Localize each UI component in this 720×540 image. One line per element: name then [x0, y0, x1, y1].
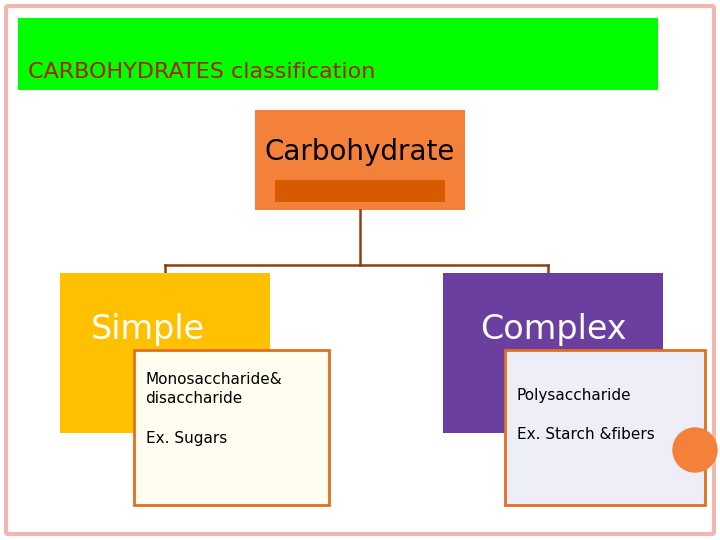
FancyBboxPatch shape: [60, 273, 270, 433]
FancyBboxPatch shape: [133, 350, 328, 505]
FancyBboxPatch shape: [255, 110, 465, 210]
Text: Polysaccharide

Ex. Starch &fibers: Polysaccharide Ex. Starch &fibers: [517, 388, 654, 442]
FancyBboxPatch shape: [443, 273, 663, 433]
FancyBboxPatch shape: [275, 180, 445, 202]
Text: CARBOHYDRATES classification: CARBOHYDRATES classification: [28, 62, 375, 82]
Text: Simple: Simple: [91, 313, 205, 346]
FancyBboxPatch shape: [505, 350, 705, 505]
Text: Complex: Complex: [480, 313, 626, 346]
FancyBboxPatch shape: [6, 6, 714, 534]
Text: Carbohydrate: Carbohydrate: [265, 138, 455, 166]
Circle shape: [673, 428, 717, 472]
FancyBboxPatch shape: [18, 18, 658, 90]
Text: Monosaccharide&
disaccharide

Ex. Sugars: Monosaccharide& disaccharide Ex. Sugars: [145, 372, 282, 446]
